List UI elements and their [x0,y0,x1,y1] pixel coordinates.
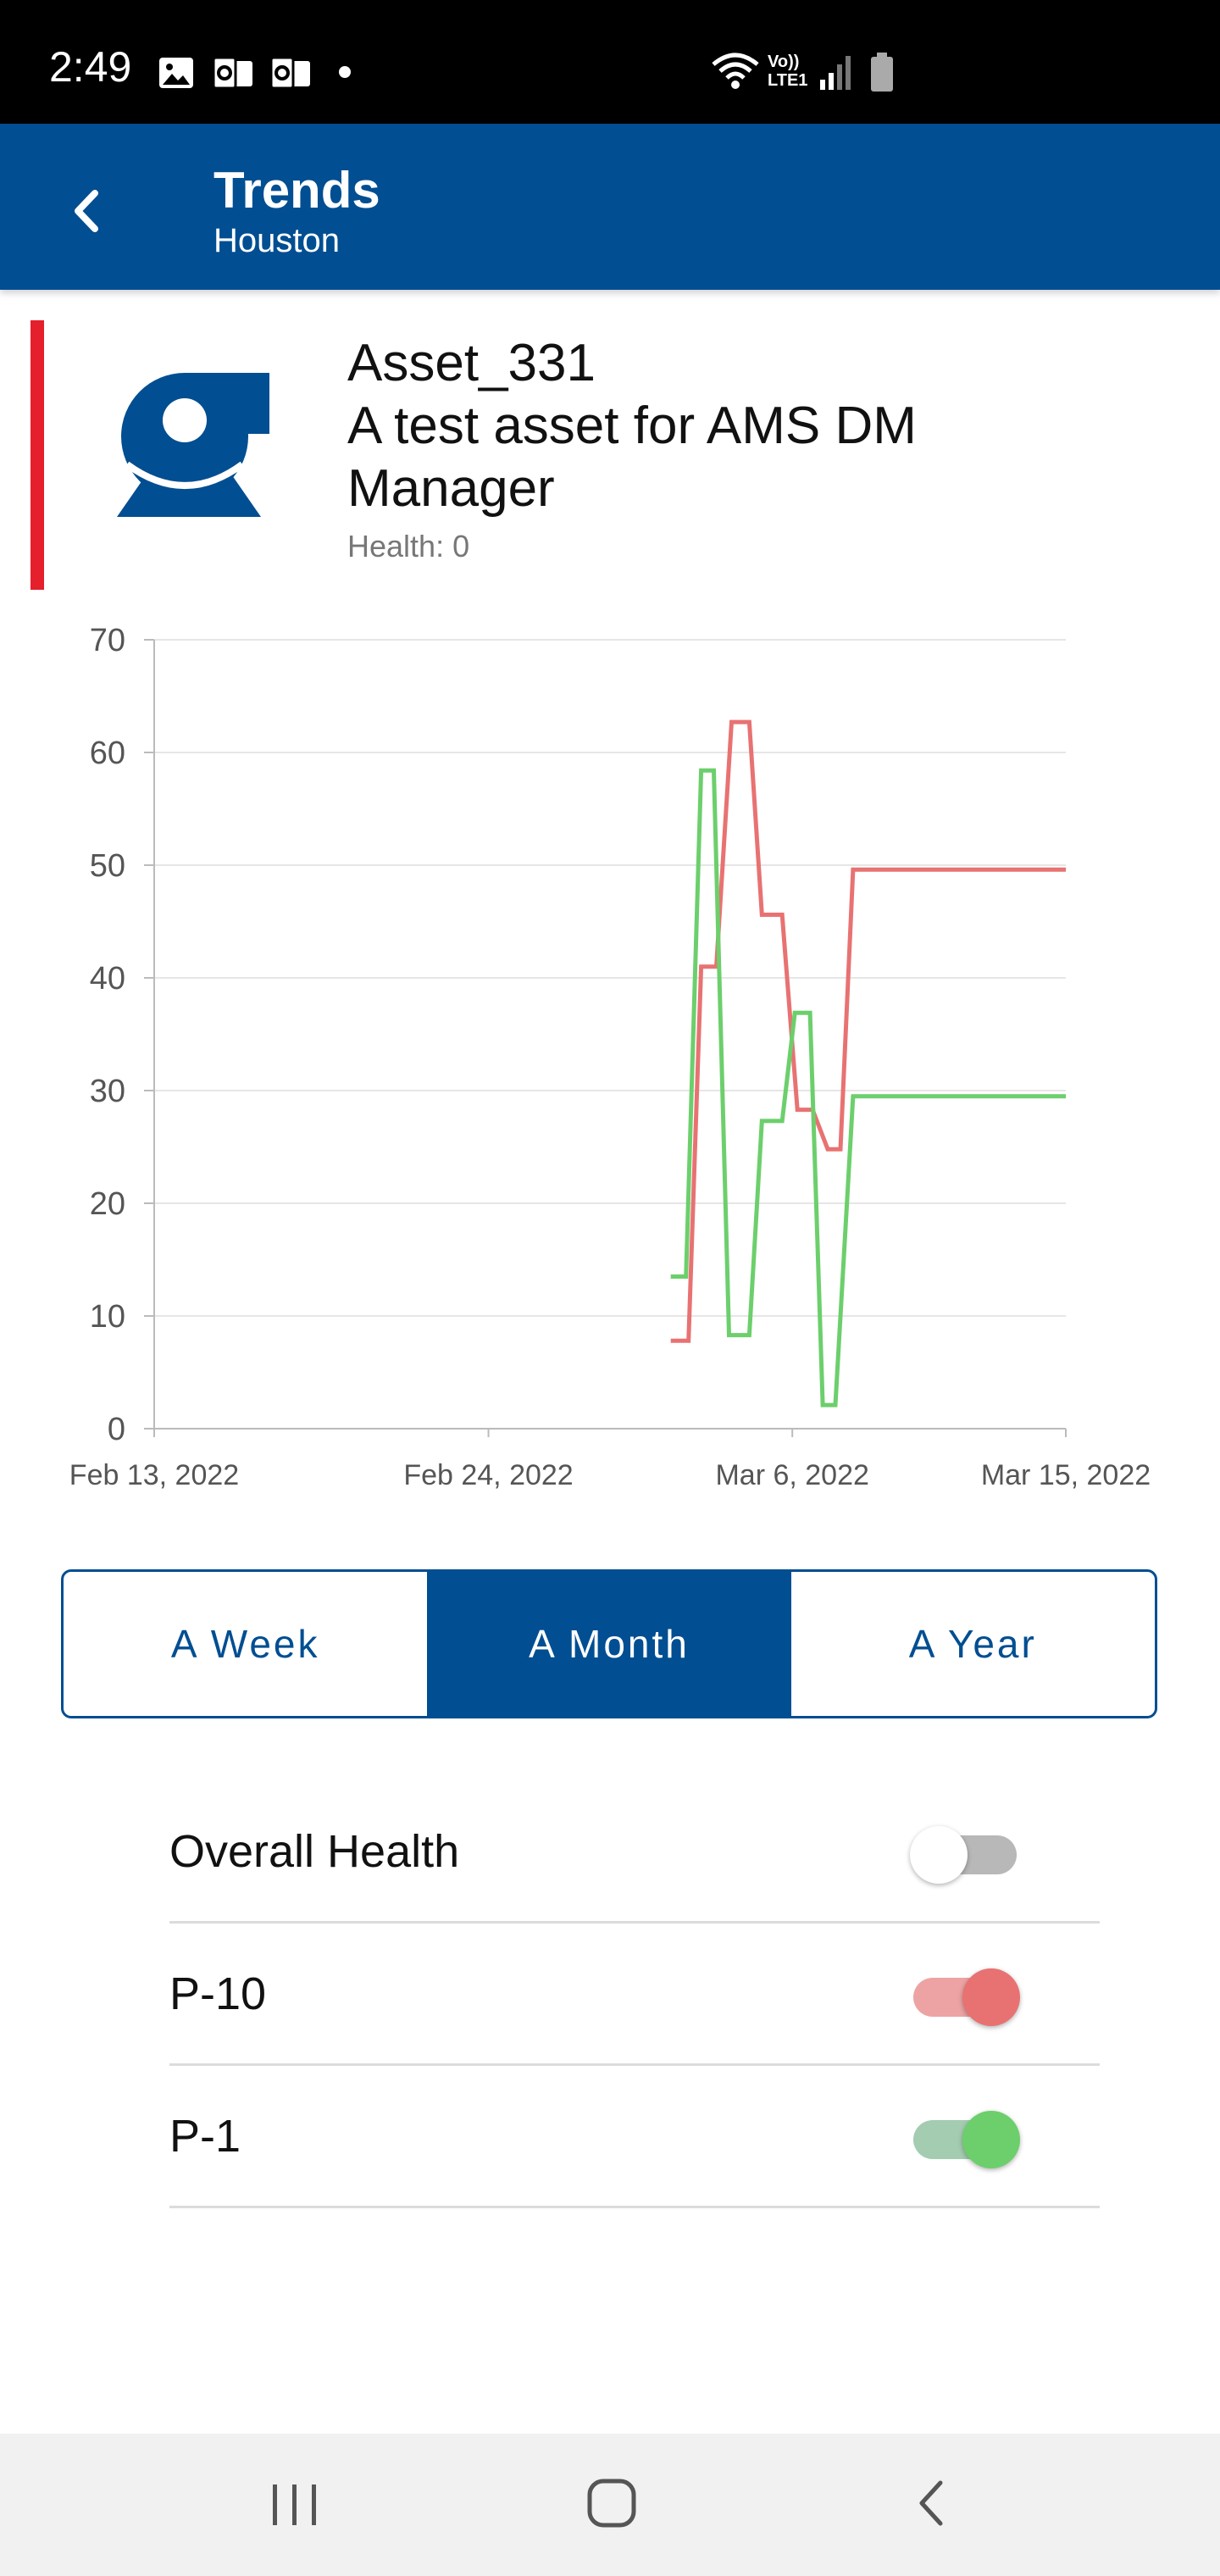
outlook-icon [269,56,310,90]
lte-label: LTE1 [768,71,808,90]
x-tick-label: Mar 15, 2022 [981,1459,1151,1491]
app-bar: Trends Houston [0,124,1220,290]
image-icon [159,58,193,88]
series-line-1 [670,719,1066,1343]
range-option-year[interactable]: A Year [908,1622,1037,1666]
y-tick-label: 40 [90,961,125,997]
y-tick-label: 50 [90,848,125,884]
status-time: 2:49 [49,43,132,91]
y-tick-label: 30 [90,1074,125,1109]
toggle-label: Overall Health [169,1826,460,1877]
range-option-month[interactable]: A Month [427,1572,791,1716]
page-title: Trends [214,162,380,219]
p1-switch[interactable] [910,2107,1020,2169]
y-tick-label: 20 [90,1186,125,1222]
pump-icon [117,373,269,517]
asset-description: A test asset for AMS DM Manager [347,397,917,518]
status-bar: 2:49 Vo)) LTE1 [0,0,1220,124]
recent-apps-icon[interactable] [268,2479,322,2530]
back-icon[interactable] [907,2476,957,2530]
wifi-calling-icon [712,53,759,89]
notification-dot-icon [339,66,351,78]
toggle-row-p10: P-10 [169,1925,1100,2066]
page-subtitle: Houston [214,222,340,259]
toggle-label: P-10 [169,1968,267,2019]
asset-name: Asset_331 [347,334,596,392]
back-arrow-icon[interactable] [51,173,127,249]
toggle-row-overall-health: Overall Health [169,1783,1100,1924]
y-tick-label: 0 [108,1412,125,1447]
system-nav-bar [0,2434,1220,2576]
p10-switch[interactable] [910,1964,1020,2027]
battery-icon [871,53,893,92]
trend-chart: 0 10 20 30 40 50 60 70 Feb 13, 2022 Feb 24, 2022 M… [69,623,1151,1491]
asset-health: Health: 0 [347,529,470,564]
toggle-row-p1: P-1 [169,2068,1100,2208]
y-tick-label: 60 [90,736,125,771]
outlook-icon [212,56,252,90]
signal-icon [820,56,851,90]
x-tick-label: Feb 24, 2022 [403,1459,573,1491]
asset-status-indicator [30,320,44,590]
home-icon[interactable] [585,2476,639,2530]
x-tick-label: Mar 6, 2022 [715,1459,868,1491]
y-tick-label: 70 [90,623,125,658]
y-tick-label: 10 [90,1299,125,1335]
range-option-week[interactable]: A Week [170,1622,320,1666]
series-line-2 [670,768,1066,1407]
volte-label: Vo)) [768,53,800,71]
x-tick-label: Feb 13, 2022 [69,1459,239,1491]
volte-lte-icon: Vo)) LTE1 [768,53,818,90]
overall-health-switch[interactable] [910,1822,1020,1885]
range-selector: A Week A Month A Year [61,1569,1157,1718]
toggle-label: P-1 [169,2111,241,2162]
